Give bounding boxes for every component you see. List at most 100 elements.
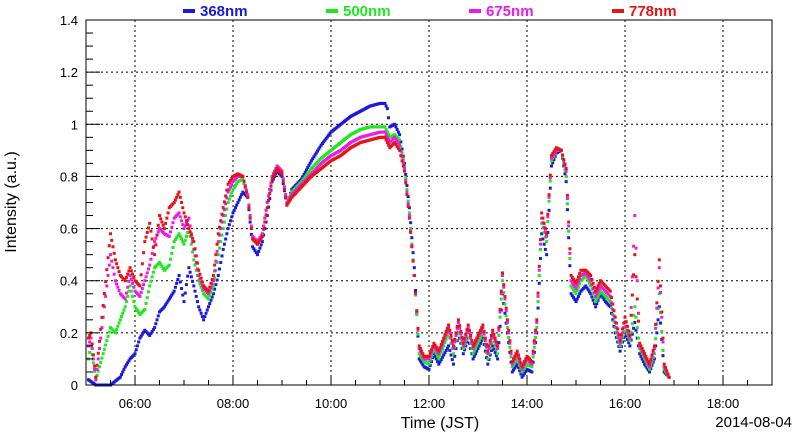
date-label: 2014-08-04: [715, 414, 792, 431]
data-point: [407, 211, 411, 215]
data-point: [567, 220, 571, 224]
data-point: [576, 285, 580, 289]
data-point: [414, 288, 418, 292]
data-point: [231, 211, 235, 215]
data-point: [236, 201, 240, 204]
data-point: [268, 187, 272, 191]
data-point: [118, 318, 122, 322]
data-point: [229, 178, 233, 182]
data-point: [112, 272, 116, 276]
data-point: [499, 292, 503, 296]
data-point: [649, 360, 653, 364]
data-point: [407, 216, 411, 220]
data-point: [564, 174, 568, 178]
data-point: [208, 302, 212, 306]
data-point: [233, 184, 237, 188]
data-point: [472, 349, 476, 353]
data-point: [227, 187, 231, 191]
data-point: [264, 213, 268, 217]
data-point: [482, 332, 486, 336]
data-point: [622, 321, 626, 325]
data-point: [153, 326, 157, 330]
data-point: [154, 322, 158, 326]
data-point: [616, 331, 620, 335]
data-point: [486, 352, 490, 356]
data-point: [262, 227, 266, 231]
data-point: [248, 214, 252, 218]
data-point: [628, 333, 632, 337]
data-point: [440, 339, 444, 343]
data-point: [121, 370, 125, 374]
data-point: [636, 336, 640, 340]
data-point: [101, 303, 105, 307]
data-point: [573, 290, 577, 294]
data-point: [409, 230, 413, 234]
data-point: [405, 184, 409, 188]
data-point: [269, 181, 273, 185]
data-point: [597, 281, 601, 285]
data-point: [478, 328, 482, 332]
data-point: [95, 363, 99, 367]
data-point: [265, 201, 269, 204]
data-point: [573, 285, 577, 289]
data-point: [99, 327, 103, 331]
data-point: [187, 227, 191, 231]
data-point: [387, 133, 391, 137]
data-point: [187, 266, 191, 270]
data-point: [102, 347, 106, 351]
data-point: [467, 328, 471, 332]
data-point: [654, 326, 658, 330]
data-point: [186, 274, 190, 278]
data-point: [199, 276, 203, 280]
data-point: [400, 159, 404, 163]
data-point: [498, 315, 502, 319]
data-point: [159, 217, 163, 221]
data-point: [235, 203, 239, 207]
data-point: [629, 330, 633, 334]
data-point: [403, 169, 406, 173]
data-point: [594, 305, 598, 309]
data-point: [466, 323, 470, 327]
data-point: [305, 173, 308, 177]
data-point: [499, 289, 503, 293]
data-point: [165, 216, 169, 220]
data-point: [176, 277, 180, 281]
data-point: [540, 211, 544, 215]
data-point: [516, 365, 520, 369]
data-point: [100, 315, 104, 319]
data-point: [384, 133, 388, 137]
data-point: [183, 224, 187, 228]
data-point: [507, 335, 511, 339]
data-point: [227, 180, 231, 184]
data-point: [207, 292, 210, 296]
data-point: [429, 348, 433, 352]
data-point: [97, 365, 101, 369]
data-point: [619, 336, 623, 340]
data-point: [171, 221, 175, 225]
data-point: [269, 184, 273, 188]
data-point: [589, 274, 593, 277]
data-point: [497, 341, 501, 345]
data-point: [400, 147, 404, 151]
data-point: [200, 288, 204, 292]
data-point: [587, 277, 591, 281]
data-point: [630, 322, 634, 326]
data-point: [633, 320, 637, 324]
data-point: [395, 139, 399, 143]
data-point: [249, 227, 253, 231]
data-point: [638, 352, 642, 356]
data-point: [574, 292, 578, 296]
data-point: [537, 264, 541, 268]
data-point: [394, 125, 398, 129]
data-point: [197, 268, 201, 272]
data-point: [641, 360, 645, 364]
x-tick-label: 16:00: [609, 396, 642, 411]
data-point: [660, 310, 664, 314]
data-point: [189, 242, 193, 246]
data-point: [627, 341, 631, 345]
data-point: [545, 253, 549, 257]
data-point: [218, 246, 222, 250]
data-point: [138, 336, 142, 340]
data-point: [181, 206, 185, 210]
data-point: [531, 352, 535, 356]
